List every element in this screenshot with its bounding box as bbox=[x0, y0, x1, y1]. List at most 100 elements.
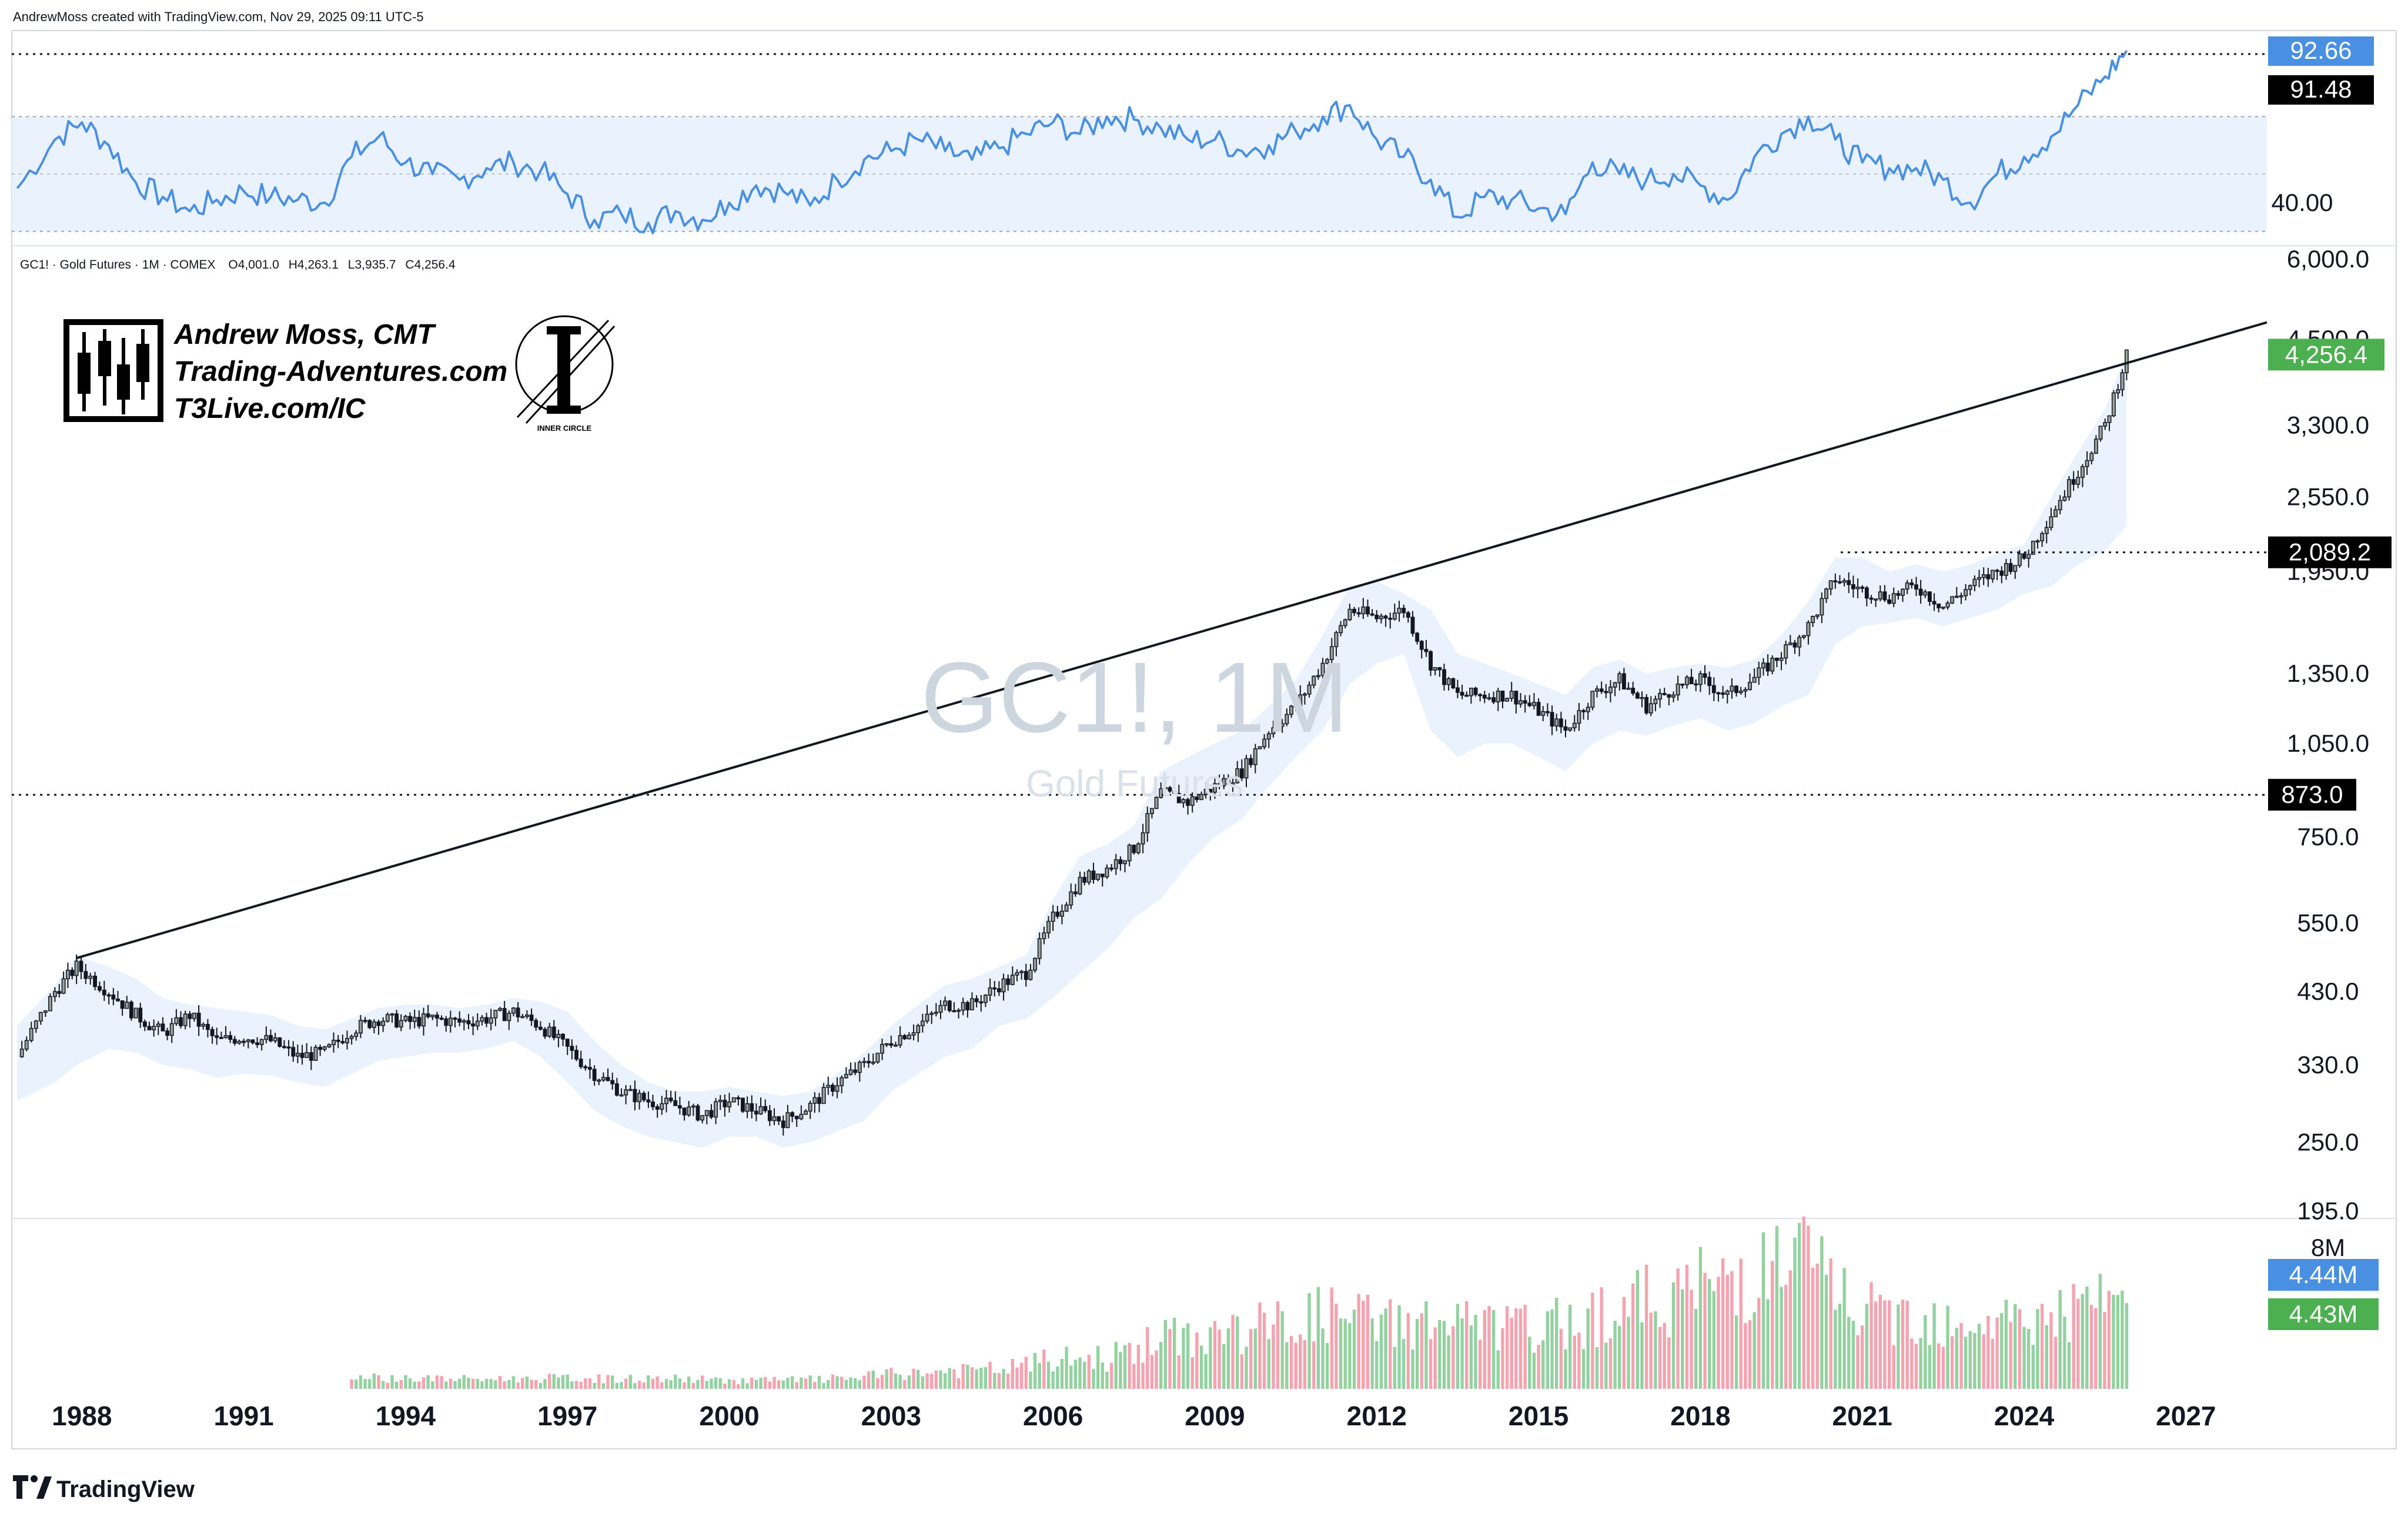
open-label: O bbox=[228, 258, 238, 272]
candle bbox=[273, 1033, 277, 1044]
price-panel[interactable] bbox=[12, 321, 2267, 1148]
candle bbox=[192, 1012, 196, 1022]
high-value: 4,263.1 bbox=[297, 258, 339, 272]
candle bbox=[461, 1019, 466, 1031]
candle bbox=[1981, 567, 1986, 585]
candle bbox=[242, 1039, 246, 1047]
candle bbox=[2111, 390, 2116, 417]
volume-bar bbox=[1559, 1328, 1563, 1389]
candle bbox=[1159, 782, 1163, 799]
low-value: 3,935.7 bbox=[354, 258, 396, 272]
price-tick-label: 195.0 bbox=[2297, 1197, 2359, 1225]
candle bbox=[1586, 702, 1590, 720]
candle bbox=[142, 1019, 147, 1032]
candle bbox=[1271, 721, 1276, 738]
symbol-info[interactable]: GC1! · Gold Futures · 1M · COMEX O4,001.… bbox=[20, 258, 456, 272]
candle bbox=[736, 1095, 741, 1106]
candle bbox=[970, 992, 974, 1010]
volume-bar bbox=[647, 1375, 650, 1389]
volume-bar bbox=[1761, 1232, 1765, 1389]
candle bbox=[1051, 905, 1055, 931]
volume-bar bbox=[1101, 1362, 1104, 1389]
candle bbox=[660, 1096, 664, 1115]
candle bbox=[1257, 746, 1262, 749]
volume-bar bbox=[1469, 1325, 1473, 1389]
candle bbox=[1595, 685, 1599, 698]
close-value: 4,256.4 bbox=[414, 258, 456, 272]
candle bbox=[1154, 795, 1159, 809]
tradingview-logo[interactable]: TradingView bbox=[13, 1475, 195, 1502]
volume-bar bbox=[637, 1381, 641, 1389]
rsi-badge-secondary-text: 91.48 bbox=[2290, 75, 2352, 103]
candle bbox=[687, 1101, 691, 1117]
volume-bar bbox=[1878, 1295, 1882, 1389]
volume-bar bbox=[1352, 1310, 1356, 1389]
time-tick-label: 2009 bbox=[1185, 1401, 1245, 1431]
volume-badge-secondary-text: 4.43M bbox=[2289, 1300, 2358, 1328]
volume-bar bbox=[1905, 1301, 1909, 1389]
volume-bar bbox=[1739, 1258, 1743, 1389]
volume-bar bbox=[489, 1379, 493, 1389]
volume-bar bbox=[422, 1377, 426, 1389]
rsi-axis[interactable]: 40.00 bbox=[2271, 189, 2333, 216]
candle bbox=[1964, 584, 1968, 601]
volume-bar bbox=[1460, 1318, 1464, 1389]
low-label: L bbox=[348, 258, 355, 272]
volume-bar bbox=[1788, 1270, 1792, 1389]
candle bbox=[340, 1034, 345, 1044]
volume-bar bbox=[2004, 1300, 2008, 1389]
volume-bar bbox=[615, 1383, 619, 1389]
volume-bar bbox=[1343, 1318, 1347, 1389]
volume-bar bbox=[1968, 1331, 1972, 1389]
volume-bar bbox=[1258, 1302, 1262, 1389]
candle bbox=[952, 1002, 956, 1013]
candle bbox=[677, 1097, 682, 1115]
candle bbox=[2071, 471, 2076, 491]
candle bbox=[601, 1072, 606, 1082]
candle bbox=[1937, 603, 1941, 613]
volume-bar bbox=[1348, 1323, 1352, 1389]
candle bbox=[1801, 634, 1806, 639]
candle bbox=[1824, 587, 1828, 603]
candle bbox=[282, 1040, 286, 1049]
volume-bar bbox=[1029, 1371, 1032, 1389]
volume-bar bbox=[1748, 1320, 1752, 1389]
candle bbox=[403, 1014, 408, 1023]
volume-bar bbox=[1209, 1327, 1212, 1389]
candle bbox=[992, 980, 997, 997]
volume-bar bbox=[705, 1381, 708, 1389]
volume-panel[interactable] bbox=[350, 1216, 2129, 1389]
candle bbox=[1864, 586, 1869, 607]
candle bbox=[1770, 655, 1775, 675]
volume-bar bbox=[907, 1375, 911, 1389]
candle bbox=[1073, 883, 1078, 897]
resistance-trendline[interactable] bbox=[76, 321, 2267, 959]
volume-bar bbox=[1797, 1223, 1801, 1389]
candle bbox=[435, 1012, 439, 1027]
volume-bar bbox=[871, 1370, 875, 1389]
volume-bar bbox=[1155, 1350, 1158, 1389]
candle bbox=[286, 1040, 291, 1056]
candle bbox=[1266, 731, 1271, 748]
time-axis[interactable]: 1988 1991 1994 1997 2000 2003 2006 2009 2012 2015… bbox=[52, 1401, 2216, 1431]
volume-bar bbox=[1897, 1304, 1900, 1389]
volume-bar bbox=[1433, 1327, 1437, 1389]
volume-bar bbox=[1973, 1333, 1976, 1389]
volume-bar bbox=[534, 1379, 538, 1389]
volume-bar bbox=[543, 1379, 547, 1389]
rsi-panel[interactable] bbox=[12, 50, 2267, 235]
candle bbox=[682, 1107, 687, 1121]
volume-bar bbox=[867, 1371, 871, 1389]
candle bbox=[1941, 607, 1945, 610]
candle bbox=[1954, 587, 1959, 598]
volume-bar bbox=[1222, 1344, 1226, 1389]
volume-bar bbox=[503, 1381, 506, 1389]
volume-bar bbox=[2027, 1329, 2031, 1389]
volume-axis[interactable]: 8M bbox=[2311, 1234, 2345, 1261]
volume-bar bbox=[1415, 1318, 1419, 1389]
volume-bar bbox=[1240, 1354, 1244, 1389]
volume-bar bbox=[1150, 1355, 1154, 1389]
volume-bar bbox=[574, 1381, 578, 1389]
volume-bar bbox=[1591, 1292, 1594, 1389]
